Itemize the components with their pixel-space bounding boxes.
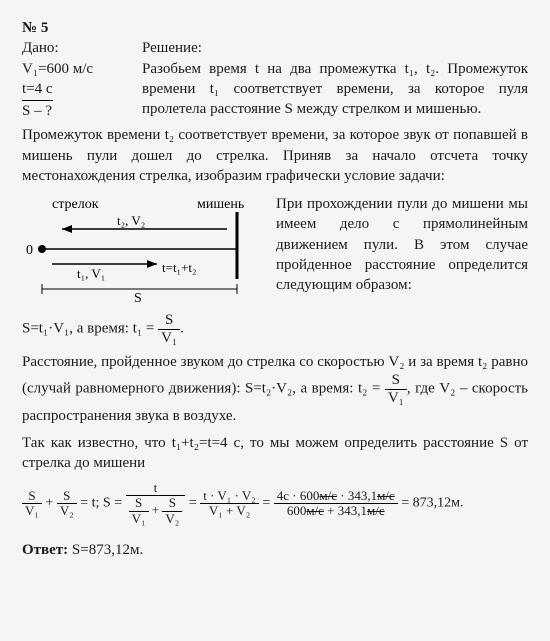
paragraph-4: Расстояние, пройденное звуком до стрелка…	[22, 352, 528, 427]
equation-1: S=t₁·V₁, а время: t₁ = SV₁.	[22, 312, 528, 346]
given-t: t=4 с	[22, 79, 53, 101]
final-equation: SV₁ + SV₂ = t; S = tSV₁ + SV₂ = t · V₁ ·…	[22, 481, 528, 526]
svg-text:t₁, V₁: t₁, V₁	[77, 266, 105, 281]
diagram: стрелок мишень 0 t₂, V₂ t₁, V₁ t=t₁+t₂ S	[22, 194, 262, 304]
paragraph-1: Разобьем время t на два промежутка t₁, t…	[142, 59, 528, 120]
given-question: S – ?	[22, 101, 122, 121]
solution-label: Решение:	[142, 38, 528, 58]
paragraph-5: Так как известно, что t₁+t₂=t=4 с, то мы…	[22, 433, 528, 474]
paragraph-2: Промежуток времени t₂ соответствует врем…	[22, 125, 528, 186]
diagram-shooter-label: стрелок	[52, 197, 99, 212]
given-label: Дано:	[22, 38, 122, 58]
answer-label: Ответ:	[22, 542, 68, 558]
answer-line: Ответ: S=873,12м.	[22, 540, 528, 560]
problem-number: № 5	[22, 18, 528, 38]
paragraph-3: При прохождении пули до мишени мы имеем …	[276, 194, 528, 304]
svg-text:t=t₁+t₂: t=t₁+t₂	[162, 260, 197, 275]
given-v1: V₁=600 м/с	[22, 59, 122, 79]
svg-text:S: S	[134, 291, 142, 304]
diagram-target-label: мишень	[197, 197, 244, 212]
svg-text:0: 0	[26, 243, 33, 258]
svg-text:t₂, V₂: t₂, V₂	[117, 213, 145, 228]
given-block: Дано: V₁=600 м/с t=4 с S – ?	[22, 38, 122, 125]
